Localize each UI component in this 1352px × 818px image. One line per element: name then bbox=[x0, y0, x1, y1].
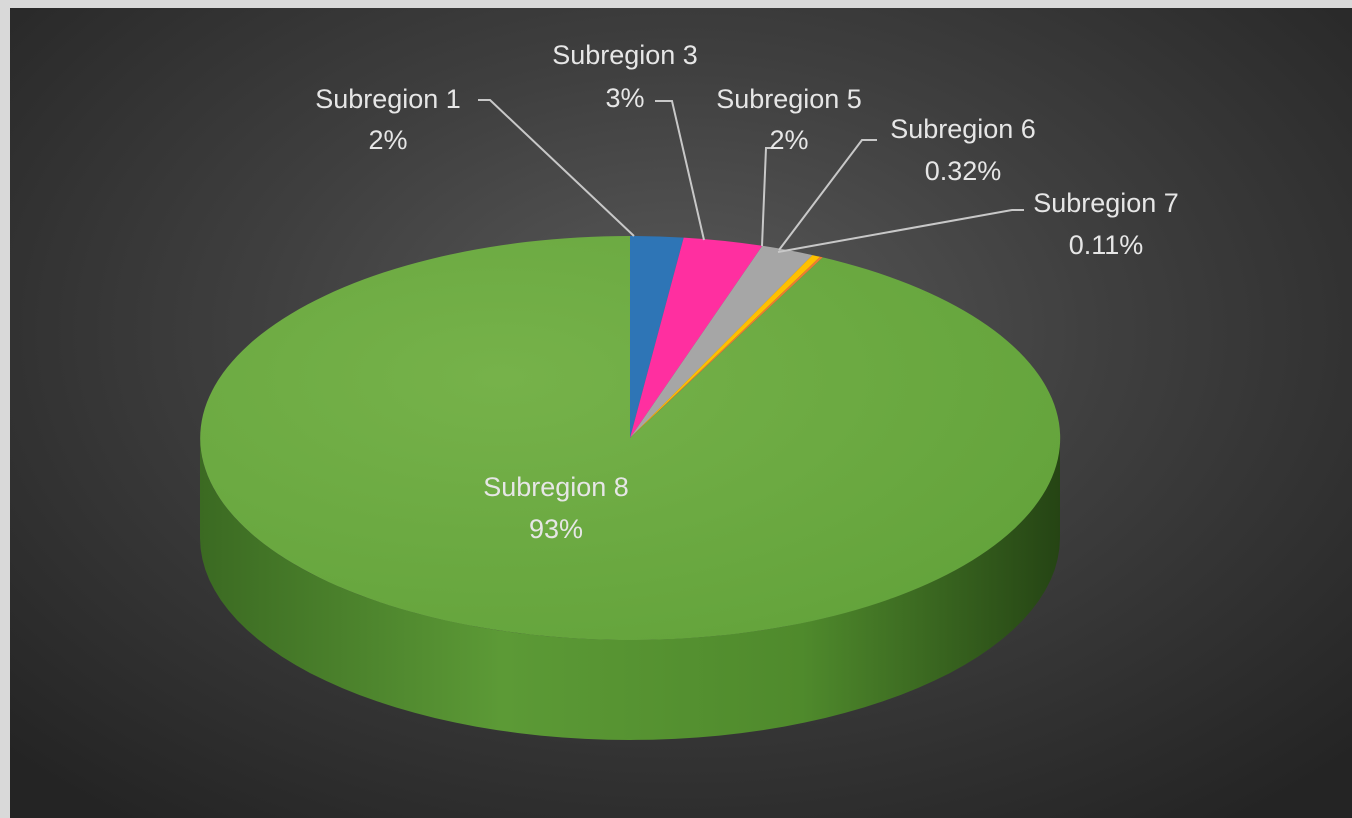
label-name-subregion-8: Subregion 8 bbox=[483, 472, 629, 502]
data-labels: Subregion 1 2% Subregion 3 3% Subregion 5 2% S… bbox=[315, 40, 1179, 544]
slice-subregion-7 bbox=[630, 256, 823, 438]
label-value-subregion-7: 0.11% bbox=[1069, 230, 1144, 260]
label-name-subregion-1: Subregion 1 bbox=[315, 84, 461, 114]
leader-line-subregion-6 bbox=[778, 139, 877, 251]
slice-subregion-6 bbox=[630, 255, 821, 438]
slice-subregion-3 bbox=[630, 237, 763, 438]
pie-side-wall bbox=[200, 438, 1060, 740]
label-name-subregion-5: Subregion 5 bbox=[716, 84, 862, 114]
leader-lines bbox=[478, 99, 1024, 253]
leader-line-subregion-3 bbox=[655, 100, 705, 241]
label-value-subregion-6: 0.32% bbox=[925, 156, 1002, 186]
label-value-subregion-3: 3% bbox=[605, 83, 644, 113]
slice-subregion-8 bbox=[200, 236, 1061, 640]
label-name-subregion-3: Subregion 3 bbox=[552, 40, 698, 70]
leader-line-subregion-5 bbox=[761, 147, 774, 247]
pie-side-subregion-8 bbox=[200, 438, 1060, 740]
slice-subregion-1 bbox=[630, 236, 684, 438]
label-value-subregion-8: 93% bbox=[529, 514, 583, 544]
label-value-subregion-1: 2% bbox=[368, 125, 407, 155]
label-name-subregion-7: Subregion 7 bbox=[1033, 188, 1179, 218]
label-name-subregion-6: Subregion 6 bbox=[890, 114, 1036, 144]
leader-line-subregion-7 bbox=[777, 209, 1024, 253]
leader-line-subregion-1 bbox=[478, 99, 635, 237]
label-value-subregion-5: 2% bbox=[769, 125, 808, 155]
pie-top-face bbox=[200, 236, 1061, 640]
slice-subregion-5 bbox=[630, 245, 813, 438]
